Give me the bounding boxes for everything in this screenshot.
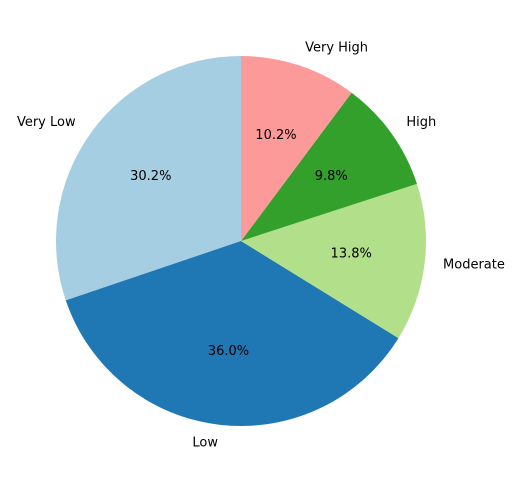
- pie-percent-high: 9.8%: [315, 169, 348, 184]
- pie-percent-very-high: 10.2%: [255, 128, 296, 143]
- pie-slice-high: [241, 92, 417, 241]
- pie-labels: Very Low 30.2% Low 36.0% Moderate 13.8% High 9.…: [17, 40, 505, 450]
- pie-label-low: Low: [192, 436, 218, 451]
- pie-percent-very-low: 30.2%: [130, 169, 171, 184]
- pie-label-moderate: Moderate: [443, 258, 505, 273]
- pie-slice-low: [65, 241, 399, 427]
- pie-slices: [55, 55, 426, 427]
- pie-percent-moderate: 13.8%: [331, 247, 372, 262]
- pie-slice-moderate: [241, 183, 426, 339]
- pie-label-very-low: Very Low: [17, 115, 76, 130]
- pie-label-very-high: Very High: [305, 40, 368, 55]
- pie-slice-very-low: [55, 56, 241, 301]
- pie-slice-very-high: [241, 55, 352, 241]
- pie-percent-low: 36.0%: [208, 344, 249, 359]
- pie-label-high: High: [406, 115, 436, 130]
